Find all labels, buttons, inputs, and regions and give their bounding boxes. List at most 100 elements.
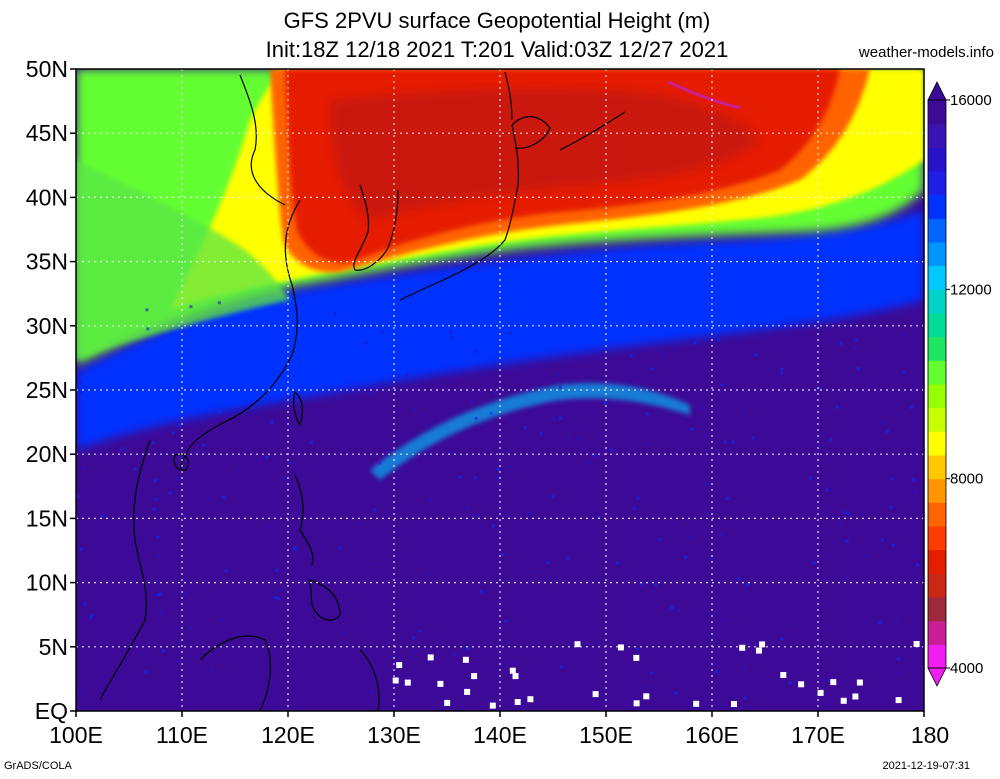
japan-hokkaido bbox=[511, 116, 551, 149]
speckle bbox=[856, 367, 860, 371]
speckle bbox=[378, 461, 382, 465]
speckle bbox=[180, 347, 184, 350]
speckle bbox=[511, 661, 515, 665]
missing-data-pixel bbox=[759, 641, 766, 648]
speckle bbox=[720, 383, 724, 387]
speckle bbox=[457, 336, 461, 340]
blue-streak bbox=[370, 383, 690, 480]
speckle bbox=[91, 373, 95, 377]
speckle bbox=[464, 686, 468, 690]
missing-data-pixel bbox=[392, 677, 399, 684]
speckle bbox=[177, 401, 180, 405]
speckle bbox=[124, 402, 128, 406]
speckle bbox=[271, 418, 275, 422]
speckle bbox=[81, 443, 85, 447]
speckle bbox=[356, 311, 360, 314]
speckle bbox=[473, 350, 477, 353]
missing-data-pixel bbox=[514, 699, 521, 705]
speckle bbox=[567, 556, 571, 560]
longitude-ticks: 100E 110E 120E 130E 140E 150E 160E 170E 180 bbox=[49, 711, 949, 748]
speckle bbox=[310, 441, 314, 445]
missing-data-pixel bbox=[830, 679, 837, 686]
speckle bbox=[466, 646, 470, 650]
speckle bbox=[424, 413, 428, 417]
speckle bbox=[556, 373, 560, 377]
speckle bbox=[610, 448, 614, 452]
speckle bbox=[143, 670, 147, 674]
colorbar-segment bbox=[928, 171, 946, 196]
speckle bbox=[405, 373, 409, 377]
missing-data-pixel bbox=[617, 644, 624, 651]
speckle bbox=[178, 659, 181, 663]
colorbar-label: 4000 bbox=[950, 660, 983, 677]
speckle bbox=[900, 333, 904, 337]
speckle bbox=[284, 348, 287, 352]
speckle bbox=[554, 582, 558, 586]
speckle bbox=[183, 591, 187, 595]
speckle bbox=[224, 569, 228, 573]
speckle bbox=[220, 618, 224, 622]
missing-data-pixel bbox=[739, 644, 746, 651]
speckle bbox=[914, 491, 918, 495]
speckle bbox=[202, 444, 206, 448]
speckle bbox=[605, 334, 609, 338]
speckle bbox=[744, 585, 748, 589]
speckle bbox=[658, 538, 662, 541]
colorbar-min-arrow bbox=[927, 667, 947, 687]
speckle bbox=[840, 521, 844, 525]
speckle bbox=[268, 526, 272, 530]
speckle bbox=[890, 476, 894, 480]
missing-data-pixel bbox=[840, 697, 847, 704]
speckle bbox=[652, 588, 656, 592]
speckle bbox=[915, 554, 919, 558]
missing-data-pixel bbox=[396, 662, 403, 669]
speckle bbox=[494, 320, 498, 324]
speckle bbox=[222, 495, 226, 499]
colorbar-label: 16000 bbox=[950, 92, 992, 109]
colorbar-segment bbox=[928, 644, 946, 669]
speckle bbox=[288, 460, 292, 464]
sakhalin bbox=[504, 71, 513, 121]
longitude-tick-label: 110E bbox=[156, 722, 208, 748]
speckle bbox=[645, 442, 649, 446]
speckle bbox=[504, 619, 508, 623]
speckle bbox=[844, 576, 848, 580]
speckle bbox=[746, 583, 750, 587]
speckle bbox=[146, 327, 150, 331]
speckle bbox=[702, 435, 706, 439]
speckle bbox=[474, 416, 478, 420]
missing-data-pixel bbox=[427, 654, 434, 661]
china-interior bbox=[239, 74, 286, 206]
speckle bbox=[418, 629, 422, 633]
colorbar-segment bbox=[928, 478, 946, 503]
speckle bbox=[897, 670, 901, 674]
speckle bbox=[150, 422, 154, 426]
speckle bbox=[844, 511, 848, 515]
speckle bbox=[780, 367, 784, 371]
speckle bbox=[372, 508, 376, 512]
speckle bbox=[717, 338, 721, 342]
speckle bbox=[449, 330, 453, 334]
speckle bbox=[337, 397, 341, 401]
speckle bbox=[866, 313, 870, 317]
speckle bbox=[536, 570, 540, 574]
colorbar-segment bbox=[928, 360, 946, 385]
colorbar-segment bbox=[928, 265, 946, 290]
speckle bbox=[207, 582, 210, 586]
speckle bbox=[897, 657, 900, 661]
speckle bbox=[428, 499, 432, 503]
speckle bbox=[645, 412, 649, 416]
colorbar-segment bbox=[928, 384, 946, 409]
speckle bbox=[276, 597, 280, 601]
speckle bbox=[701, 406, 705, 410]
latitude-ticks: EQ 5N 10N 15N 20N 25N 30N 35N 40N 45N 50N bbox=[26, 56, 76, 724]
colorbar-segment bbox=[928, 336, 946, 361]
speckle bbox=[726, 497, 730, 501]
missing-data-pixel bbox=[798, 681, 805, 688]
speckle bbox=[265, 456, 269, 459]
speckle bbox=[836, 405, 839, 409]
speckle bbox=[576, 438, 580, 441]
speckle bbox=[788, 681, 792, 685]
speckle bbox=[812, 561, 816, 565]
speckle bbox=[559, 416, 562, 420]
